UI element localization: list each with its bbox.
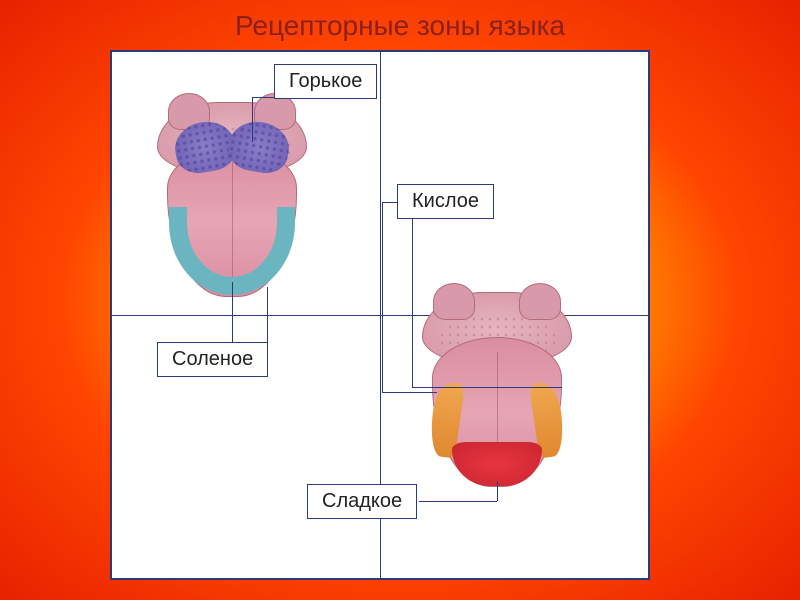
connector <box>267 287 268 342</box>
connector <box>232 282 233 342</box>
label-bitter: Горькое <box>274 64 377 99</box>
page-title: Рецепторные зоны языка <box>0 10 800 42</box>
connector <box>419 501 497 502</box>
label-sweet: Сладкое <box>307 484 417 519</box>
label-salty: Соленое <box>157 342 268 377</box>
label-sour: Кислое <box>397 184 494 219</box>
connector <box>252 97 274 98</box>
connector <box>412 387 562 388</box>
diagram-panel: Горькое Соленое Кислое Сладкое <box>110 50 650 580</box>
tongue-bitter-salty <box>157 92 307 302</box>
connector <box>252 97 253 142</box>
sweet-zone <box>452 442 542 486</box>
connector <box>382 392 437 393</box>
connector <box>412 217 413 387</box>
connector <box>382 202 397 203</box>
connector <box>382 202 383 392</box>
connector <box>497 484 498 501</box>
